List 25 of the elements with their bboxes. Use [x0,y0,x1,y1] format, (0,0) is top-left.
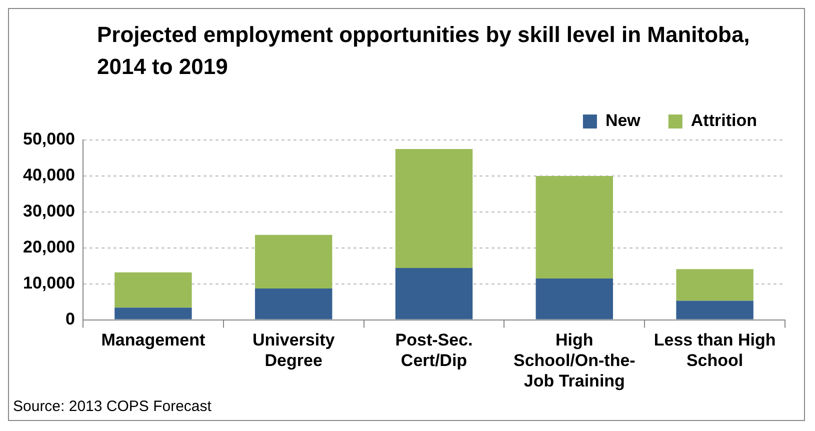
bar [536,176,614,278]
x-tick-label: University Degree [252,330,336,370]
y-tick-label: 10,000 [22,274,75,293]
bar [254,288,332,320]
bar [395,268,473,320]
y-tick-label: 50,000 [22,130,75,149]
legend-label: New [605,111,642,130]
bar [536,278,614,320]
y-tick-label: 0 [66,309,75,328]
bar [114,272,192,308]
bar [676,269,754,301]
bar [395,148,473,268]
x-tick-label: High School/On-the-Job Training [513,330,636,390]
source-note: Source: 2013 COPS Forecast [13,398,212,415]
bar [676,300,754,320]
y-tick-label: 40,000 [22,166,75,185]
x-tick-label: Management [101,330,206,350]
x-tick-label: Post-Sec. Cert/Dip [395,330,473,370]
x-tick-label: Less than High School [654,330,776,370]
y-tick-label: 30,000 [22,202,75,221]
bar [254,234,332,289]
legend-label: Attrition [690,111,758,130]
y-tick-label: 20,000 [22,238,75,257]
chart-title: Projected employment opportunities by skill level in Manitoba, 2014 to 2019 [97,21,751,81]
bar [114,308,192,320]
